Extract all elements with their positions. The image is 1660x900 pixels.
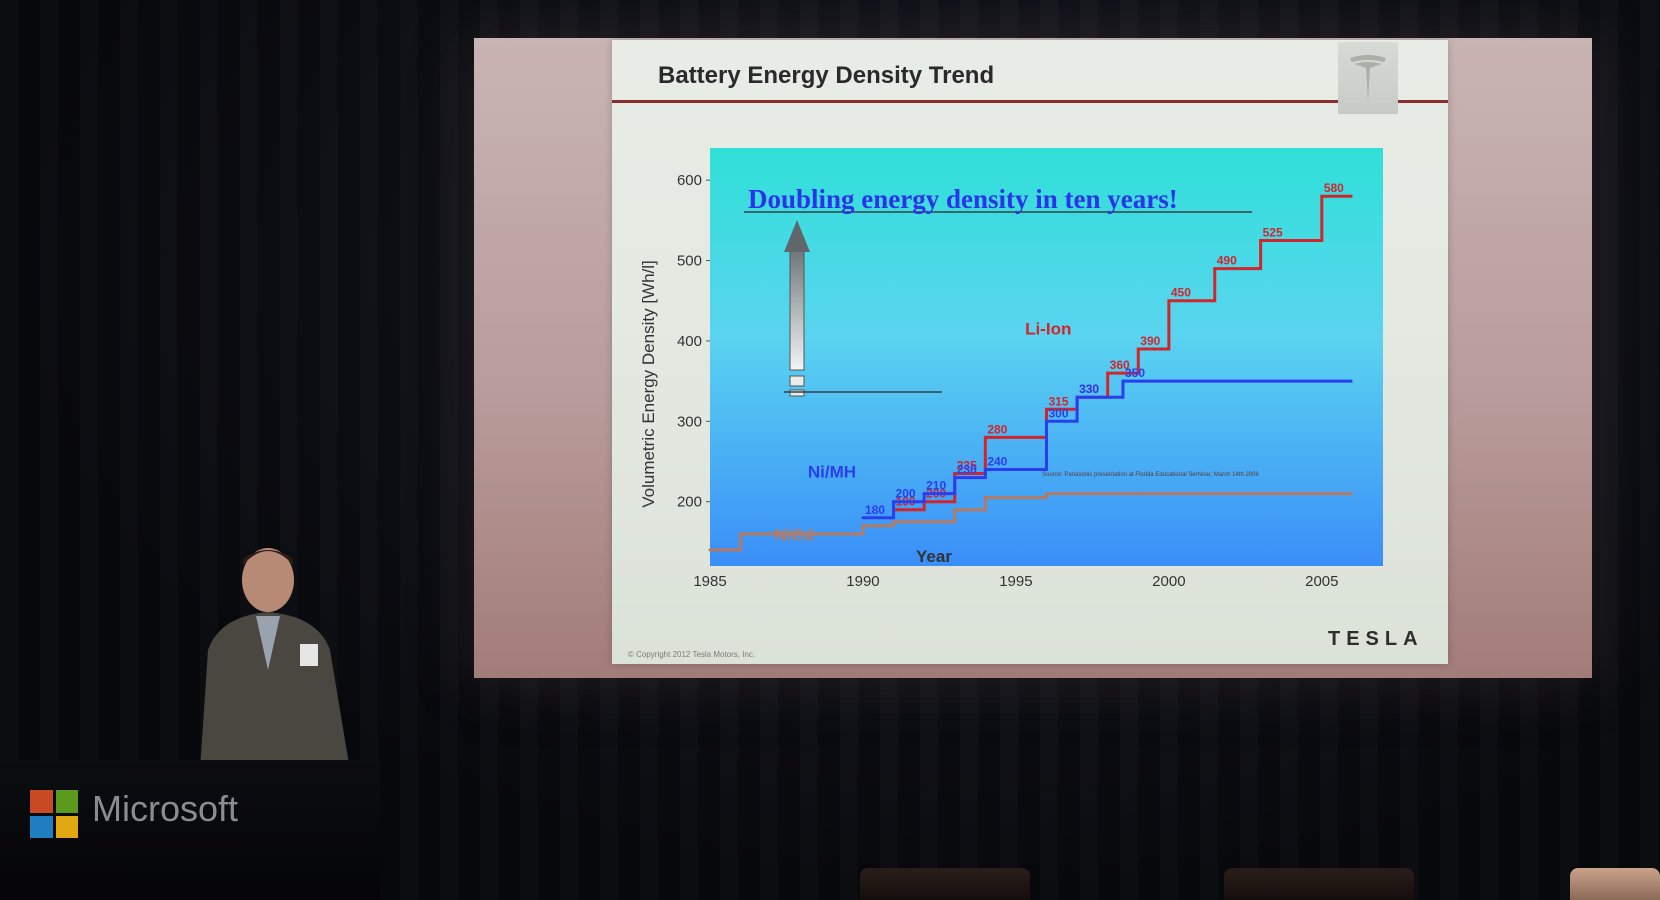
x-tick-label: 1990 — [846, 573, 879, 590]
tesla-t-logo-icon — [1338, 42, 1398, 114]
data-label: 180 — [865, 503, 885, 517]
data-point — [708, 548, 712, 552]
data-label: 315 — [1049, 394, 1069, 408]
x-axis-label: Year — [916, 547, 952, 566]
data-label: 580 — [1324, 181, 1344, 195]
data-label: 300 — [1049, 406, 1069, 420]
audience-seat — [1570, 868, 1660, 900]
data-label: 240 — [987, 455, 1007, 469]
title-rule — [612, 100, 1448, 103]
x-tick-label: 1995 — [999, 573, 1032, 590]
y-tick-label: 300 — [677, 413, 702, 430]
data-point — [953, 508, 957, 512]
data-point — [1045, 407, 1048, 411]
data-label: 235 — [957, 459, 977, 473]
data-point — [1045, 492, 1048, 496]
chart-source-note: Source: Panasonic presentation at Florid… — [1042, 472, 1259, 478]
y-tick-label: 600 — [677, 172, 702, 189]
microsoft-logo-icon — [30, 790, 78, 838]
data-point — [983, 468, 987, 472]
slide-title: Battery Energy Density Trend — [658, 62, 995, 89]
data-label: 210 — [926, 479, 946, 493]
data-point — [892, 500, 896, 504]
data-label: 280 — [987, 422, 1007, 436]
series-line-ni-mh — [862, 379, 1353, 520]
data-point — [953, 472, 957, 476]
data-point — [1167, 299, 1171, 303]
data-point — [739, 532, 743, 536]
x-tick-label: 1985 — [693, 573, 726, 590]
microsoft-wordmark: Microsoft — [92, 788, 239, 829]
energy-density-chart: 190200235280315330360390450490525580Li-I… — [639, 148, 1383, 590]
data-point — [1045, 419, 1048, 423]
y-tick-label: 500 — [677, 253, 702, 270]
data-point — [1213, 267, 1217, 271]
data-label: 330 — [1079, 382, 1099, 396]
chart-annotation: Doubling energy density in ten years! — [748, 184, 1178, 214]
data-point — [922, 492, 926, 496]
data-point — [983, 435, 987, 439]
data-label: 360 — [1110, 358, 1130, 372]
y-tick-label: 400 — [677, 333, 702, 350]
data-point — [983, 496, 987, 500]
audience-seat — [1224, 868, 1414, 900]
presenter-silhouette — [200, 548, 350, 770]
x-tick-label: 2000 — [1152, 573, 1185, 590]
data-label: 390 — [1140, 334, 1160, 348]
series-name-label: NiCd — [774, 525, 814, 544]
data-label: 200 — [896, 487, 916, 501]
data-label: 230 — [957, 463, 977, 477]
data-label: 490 — [1217, 254, 1237, 268]
data-point — [1121, 379, 1125, 383]
data-point — [1259, 238, 1263, 242]
data-point — [1136, 347, 1140, 351]
series-name-label: Ni/MH — [808, 463, 856, 482]
y-axis-label: Volumetric Energy Density [Wh/l] — [639, 260, 658, 508]
data-label: 350 — [1125, 366, 1145, 380]
upward-arrow — [784, 220, 810, 397]
y-tick-label: 200 — [677, 494, 702, 511]
data-point — [861, 516, 865, 520]
data-point — [953, 476, 957, 480]
data-point — [1075, 395, 1079, 399]
presentation-slide: Battery Energy Density Trend — [612, 40, 1448, 664]
data-label: 330 — [1079, 382, 1099, 396]
data-point — [861, 524, 865, 528]
data-point — [892, 520, 896, 524]
audience-seat — [860, 868, 1030, 900]
data-label: 525 — [1263, 225, 1283, 239]
data-point — [1106, 371, 1110, 375]
series-line-nicd — [710, 492, 1353, 552]
tesla-wordmark: TESLA — [1328, 628, 1424, 650]
x-tick-label: 2005 — [1305, 573, 1338, 590]
copyright-note: © Copyright 2012 Tesla Motors, Inc. — [628, 650, 756, 659]
series-name-label: Li-Ion — [1025, 319, 1071, 338]
data-point — [1320, 194, 1324, 198]
data-label: 450 — [1171, 286, 1191, 300]
